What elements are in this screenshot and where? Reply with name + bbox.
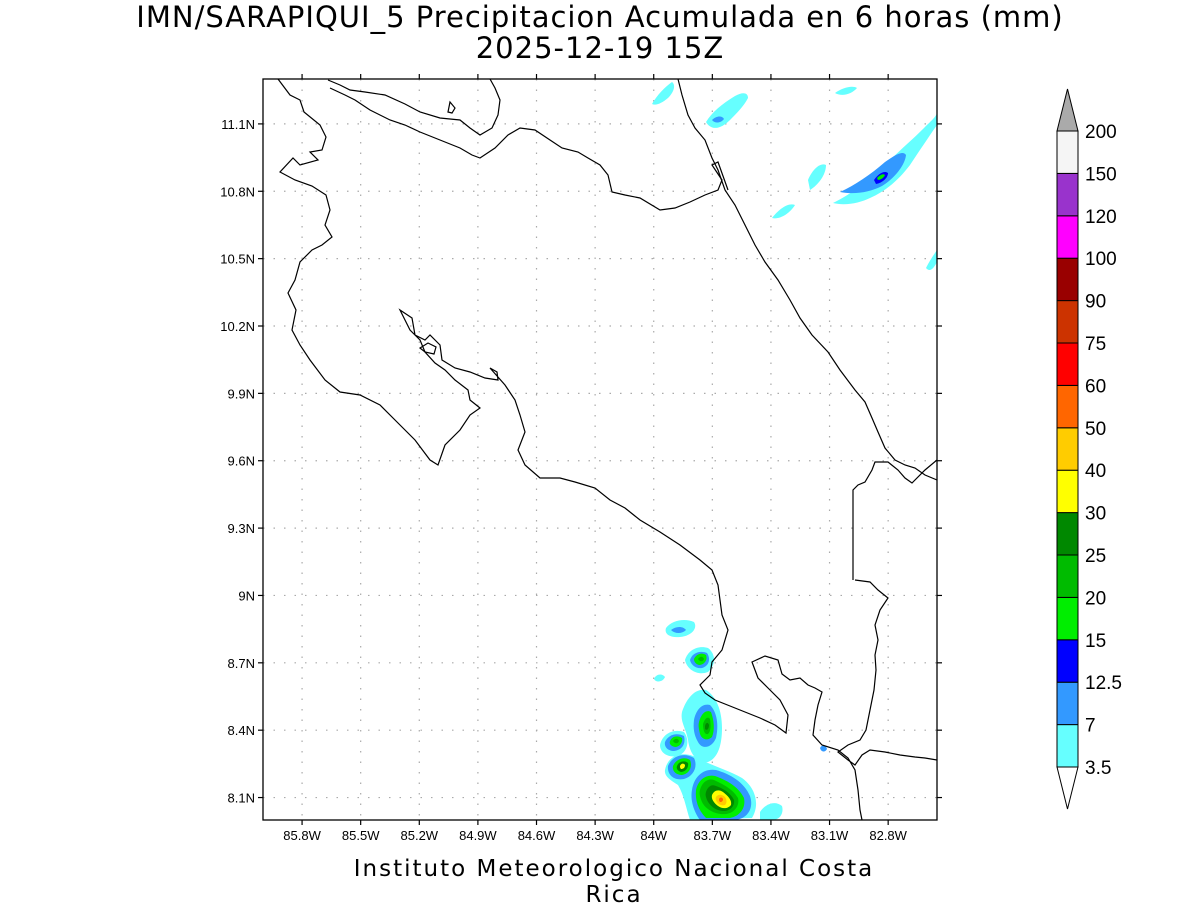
colorbar-segment	[1056, 384, 1079, 429]
colorbar-segment	[1056, 639, 1079, 683]
precip-area-20	[877, 174, 885, 180]
colorbar-level-label: 7	[1085, 716, 1096, 737]
lon-tick-label: 83.1W	[811, 828, 849, 843]
colorbar-segment	[1056, 130, 1079, 174]
map-gridlines	[263, 79, 937, 820]
footer-credit: Instituto Meteorologico Nacional Costa R…	[353, 856, 875, 908]
colorbar-level-label: 75	[1085, 334, 1106, 355]
precip-area-60	[719, 797, 723, 802]
colorbar-level-label: 30	[1085, 504, 1106, 525]
lat-tick-label: 8.1N	[228, 791, 255, 806]
nicaragua-pacific-coast	[277, 79, 863, 820]
nicaragua-north-coast	[327, 79, 501, 136]
colorbar-segment	[1056, 681, 1079, 726]
colorbar-under-arrow	[1056, 766, 1079, 810]
precip-area-7	[671, 627, 686, 633]
precip-area-7	[712, 116, 724, 123]
colorbar-level-label: 40	[1085, 461, 1106, 482]
colorbar-segment	[1056, 172, 1079, 217]
precip-area-25	[673, 738, 679, 744]
lon-tick-label: 85.8W	[283, 828, 321, 843]
precip-area-7	[820, 745, 827, 752]
precip-area-3.5	[760, 803, 783, 820]
colorbar-level-label: 90	[1085, 292, 1106, 313]
precip-area-3.5	[652, 82, 675, 105]
lat-tick-label: 10.8N	[220, 184, 255, 199]
colorbar-segment	[1056, 512, 1079, 556]
precip-area-25	[698, 656, 704, 662]
lon-tick-label: 83.7W	[694, 828, 732, 843]
lon-tick-label: 84W	[640, 828, 667, 843]
lon-tick-label: 85.5W	[342, 828, 380, 843]
panama-coast	[836, 579, 937, 766]
lat-tick-label: 9.3N	[228, 521, 255, 536]
lon-tick-label: 85.2W	[401, 828, 439, 843]
colorbar-over-arrow	[1056, 88, 1079, 132]
colorbar-segment	[1056, 596, 1079, 641]
chart-title: IMN/SARAPIQUI_5 Precipitacion Acumulada …	[0, 2, 1200, 64]
small-island	[447, 100, 456, 114]
lat-tick-label: 8.4N	[228, 723, 255, 738]
lat-tick-label: 8.7N	[228, 656, 255, 671]
map-frame	[262, 78, 938, 821]
precip-area-40	[680, 763, 685, 769]
colorbar-segment	[1056, 342, 1079, 386]
panama-border	[852, 459, 937, 580]
title-line-1: IMN/SARAPIQUI_5 Precipitacion Acumulada …	[136, 0, 1064, 34]
colorbar-segment	[1056, 427, 1079, 471]
caribbean-coast	[677, 79, 937, 481]
northern-border	[329, 87, 729, 211]
precip-area-30	[705, 722, 709, 730]
precip-area-3.5	[808, 164, 826, 190]
lat-tick-label: 10.5N	[220, 252, 255, 267]
coastline-borders	[277, 79, 937, 820]
colorbar-level-label: 100	[1085, 249, 1117, 270]
colorbar-level-label: 20	[1085, 588, 1106, 609]
colorbar-segment	[1056, 215, 1079, 259]
precip-area-7	[840, 152, 906, 194]
colorbar-level-label: 150	[1085, 164, 1117, 185]
lake-island	[418, 342, 437, 355]
lon-tick-label: 83.4W	[752, 828, 790, 843]
lat-tick-label: 10.2N	[220, 319, 255, 334]
colorbar-segment	[1056, 257, 1079, 302]
lon-tick-label: 84.6W	[518, 828, 556, 843]
precip-area-3.5	[835, 86, 857, 95]
lon-tick-label: 84.9W	[459, 828, 497, 843]
precip-area-3.5	[772, 204, 795, 219]
lat-tick-label: 9.9N	[228, 386, 255, 401]
lat-tick-label: 9N	[238, 588, 255, 603]
colorbar-level-label: 60	[1085, 376, 1106, 397]
colorbar: 3.5 7 12.5 15 20 25 30 40 50 60 75 90 100 120 150 200	[1056, 88, 1122, 810]
colorbar-segment	[1056, 300, 1079, 344]
colorbar-segment	[1056, 724, 1079, 768]
precip-area-3.5	[833, 112, 937, 205]
colorbar-level-label: 25	[1085, 546, 1106, 567]
colorbar-level-label: 200	[1085, 122, 1117, 143]
lon-tick-label: 84.3W	[576, 828, 614, 843]
map-axes: 11.1N 10.8N 10.5N 10.2N 9.9N 9.6N 9.3N 9N 8.7N 8.…	[220, 74, 942, 843]
colorbar-level-label: 15	[1085, 631, 1106, 652]
lon-tick-label: 82.8W	[869, 828, 907, 843]
colorbar-segment	[1056, 469, 1079, 514]
colorbar-level-label: 3.5	[1085, 758, 1111, 779]
precipitation-fields	[652, 82, 937, 820]
lat-tick-label: 11.1N	[221, 117, 255, 132]
colorbar-level-label: 120	[1085, 207, 1117, 228]
precip-area-3.5	[654, 674, 665, 682]
colorbar-level-label: 50	[1085, 419, 1106, 440]
colorbar-segment	[1056, 554, 1079, 598]
precip-area-3.5	[926, 250, 937, 271]
colorbar-level-label: 12.5	[1085, 673, 1122, 694]
lat-tick-label: 9.6N	[228, 454, 255, 469]
title-line-2: 2025-12-19 15Z	[475, 31, 725, 65]
